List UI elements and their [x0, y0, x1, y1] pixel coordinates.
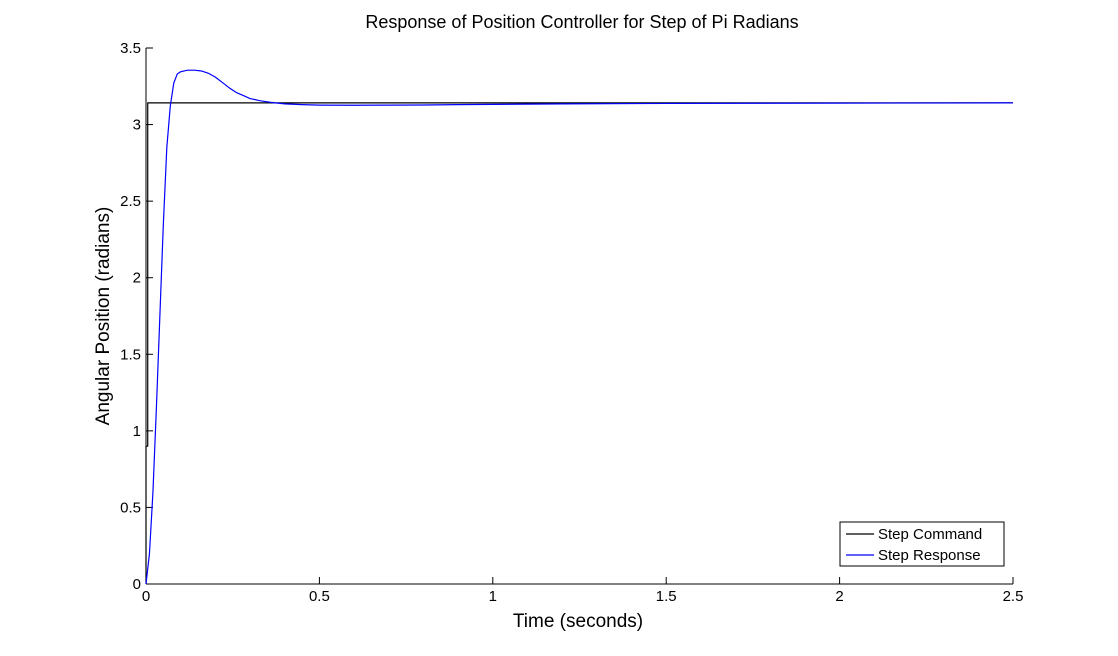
- x-tick-label: 1: [489, 588, 497, 605]
- x-tick-label: 0.5: [309, 588, 330, 605]
- x-axis-title: Time (seconds): [513, 611, 643, 632]
- step-response-line: [145, 69, 1014, 585]
- legend-label-step-response: Step Response: [878, 547, 981, 564]
- legend-box: [839, 521, 1005, 567]
- step-command-line: [145, 102, 1013, 584]
- y-tick-label: 2.5: [120, 193, 141, 210]
- legend: Step Command Step Response: [839, 521, 1005, 567]
- y-tick-label: 3: [133, 117, 141, 134]
- y-tick-label: 1.5: [120, 346, 141, 363]
- y-tick-label: 0.5: [120, 499, 141, 516]
- y-tick-label: 3.5: [120, 40, 141, 57]
- y-tick-label: 1: [133, 423, 141, 440]
- x-tick-label: 2.5: [1003, 588, 1024, 605]
- plot-area: 0 0.5 1 1.5 2 2.5 0 0.5 1 1.5 2 2.5 3 3.5: [120, 40, 1023, 605]
- x-tick-label: 2: [835, 588, 843, 605]
- y-tick-label: 0: [133, 576, 141, 593]
- x-tick-label: 0: [142, 588, 150, 605]
- y-axis-title: Angular Position (radians): [93, 207, 114, 426]
- chart-title: Response of Position Controller for Step…: [365, 12, 798, 32]
- y-tick-label: 2: [133, 270, 141, 287]
- x-tick-label: 1.5: [656, 588, 677, 605]
- legend-label-step-command: Step Command: [878, 526, 982, 543]
